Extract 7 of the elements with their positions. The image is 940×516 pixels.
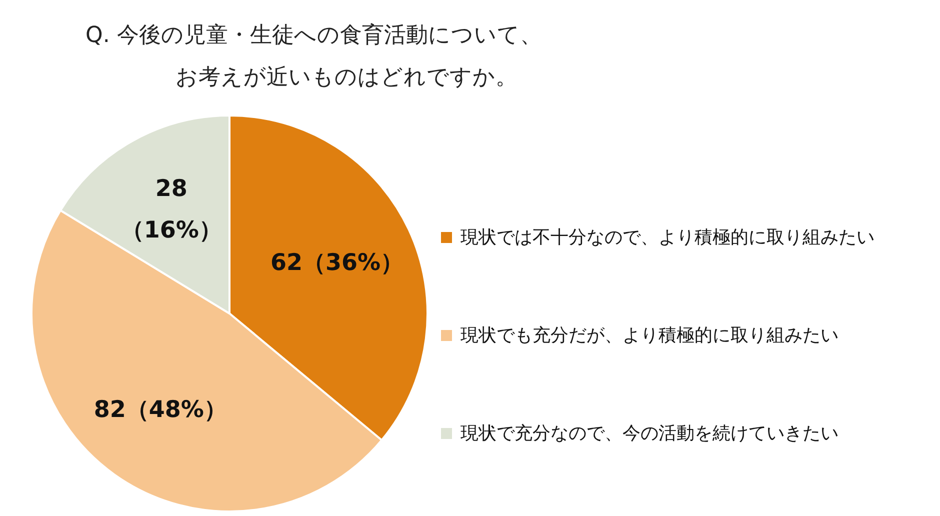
data-label: 62（36%）	[270, 250, 404, 276]
data-label: 28 （16%）	[120, 176, 222, 244]
chart-title: Q. 今後の児童・生徒への食育活動について、お考えが近いものはどれですか。	[86, 22, 542, 90]
legend-label: 現状で充分なので、今の活動を続けていきたい	[460, 423, 838, 444]
data-label: 82（48%）	[94, 397, 227, 424]
legend-label: 現状でも充分だが、より積極的に取り組みたい	[460, 325, 838, 346]
legend-label: 現状では不十分なので、より積極的に取り組みたい	[460, 227, 874, 248]
